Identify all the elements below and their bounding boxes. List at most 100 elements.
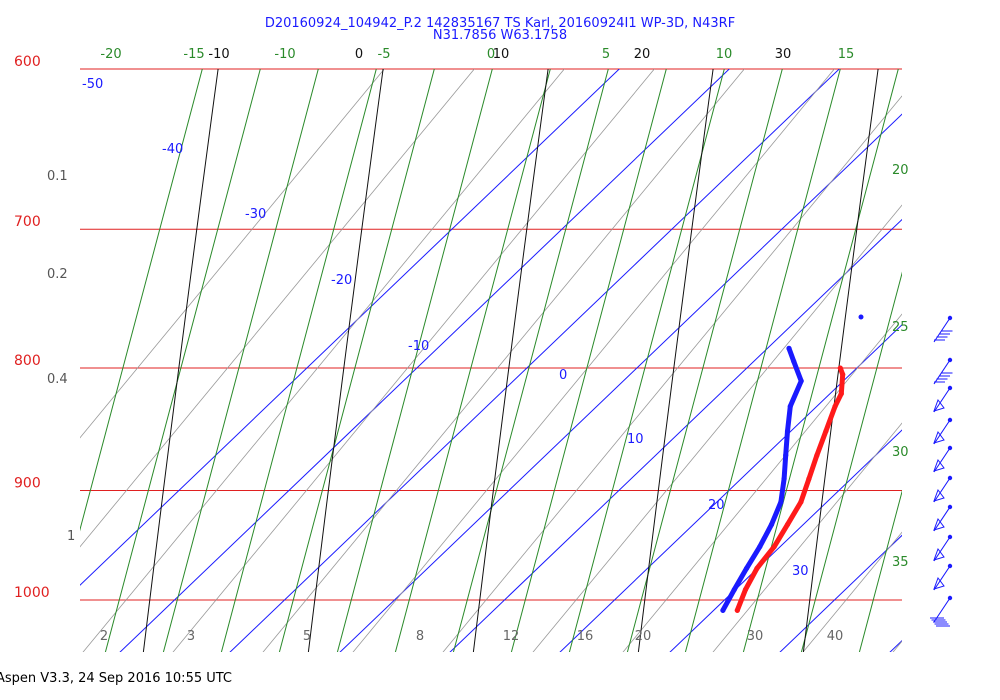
green-adiabat-line xyxy=(510,69,667,652)
dewpoint-point xyxy=(798,378,804,384)
green-adiabat-line xyxy=(162,69,319,652)
dewpoint-point xyxy=(743,565,750,571)
wind-barb-dot xyxy=(947,417,953,423)
dewpoint-point xyxy=(720,607,726,613)
mixing-ratio-line xyxy=(532,204,902,652)
green-adiabat-line xyxy=(800,271,902,652)
mixing-ratio-label-3: 1 xyxy=(67,529,75,544)
dewpoint-point xyxy=(768,521,775,528)
mixing-ratio-label-0: 0.1 xyxy=(47,169,68,184)
right-green-label-0: 20 xyxy=(892,163,909,178)
isotherm-label-8: 30 xyxy=(792,564,809,579)
mixing-ratio-line xyxy=(442,95,902,652)
bottom-label-3: 8 xyxy=(416,629,424,644)
black-curve-line xyxy=(472,69,549,652)
temperature-point xyxy=(814,452,820,458)
isotherm-line xyxy=(950,30,1000,700)
wind-barb-staff xyxy=(933,536,951,562)
wind-barb-staff xyxy=(933,477,951,503)
black-curve-line xyxy=(802,69,879,652)
isotherm-label-0: -50 xyxy=(82,77,103,92)
dewpoint-point xyxy=(783,452,789,458)
mixing-ratio-line xyxy=(712,422,902,652)
dewpoint-point xyxy=(784,428,791,434)
mixing-ratio-line xyxy=(352,69,835,652)
isotherm-label-1: -40 xyxy=(162,142,183,157)
isotherm-label-6: 10 xyxy=(627,432,644,447)
temperature-point xyxy=(838,391,844,397)
top-green-label-1: -15 xyxy=(183,47,204,62)
right-green-label-2: 30 xyxy=(892,445,909,460)
wind-barb-dot xyxy=(947,504,953,510)
top-black-label-2: 10 xyxy=(493,47,510,62)
isotherm-label-4: -10 xyxy=(408,339,429,354)
temperature-point xyxy=(832,403,838,409)
wind-barb-staff xyxy=(933,447,951,473)
mixing-ratio-label-1: 0.2 xyxy=(47,267,68,282)
top-black-label-0: -10 xyxy=(208,47,229,62)
temperature-point xyxy=(754,565,760,571)
wind-barb-dot xyxy=(947,563,953,569)
top-black-label-1: 0 xyxy=(355,47,363,62)
wind-barb-staff xyxy=(933,317,951,343)
isotherm-label-5: 0 xyxy=(559,368,567,383)
bottom-label-5: 16 xyxy=(577,629,594,644)
dewpoint-point xyxy=(787,403,793,409)
wind-barb-dot xyxy=(947,385,953,391)
temperature-point xyxy=(798,499,804,505)
wind-barb-pennant xyxy=(933,430,945,444)
isotherm-label-3: -20 xyxy=(331,273,352,288)
mixing-ratio-line xyxy=(172,69,655,652)
bottom-label-2: 5 xyxy=(303,629,311,644)
top-green-label-6: 10 xyxy=(716,47,733,62)
wind-barb-dot xyxy=(947,595,953,601)
wind-barb-dot xyxy=(947,315,953,321)
wind-barb-staff xyxy=(933,359,951,385)
wind-barb-staff xyxy=(933,506,951,532)
isotherm-label-2: -30 xyxy=(245,207,266,222)
wind-barb-pennant xyxy=(933,547,945,561)
skewed-grid-lines xyxy=(80,30,1000,700)
wind-barb-staff xyxy=(933,419,951,445)
top-green-label-7: 15 xyxy=(838,47,855,62)
dewpoint-point xyxy=(731,586,737,593)
isotherm-label-7: 20 xyxy=(708,498,725,513)
right-green-label-3: 35 xyxy=(892,555,909,570)
temperature-point xyxy=(840,371,846,378)
isotherm-line xyxy=(119,69,730,652)
wind-barb-staff xyxy=(933,565,951,591)
dewpoint-point xyxy=(791,358,797,365)
green-adiabat-line xyxy=(220,69,377,652)
chart-footer: Aspen V3.3, 24 Sep 2016 10:55 UTC xyxy=(0,671,232,686)
isotherm-line xyxy=(80,69,620,586)
wind-barb-pennant xyxy=(933,488,945,502)
wind-barb-dot xyxy=(947,445,953,451)
top-green-label-3: -5 xyxy=(378,47,391,62)
mixing-ratio-line xyxy=(960,50,1000,680)
green-adiabat-line xyxy=(858,489,902,652)
top-green-label-0: -20 xyxy=(100,47,121,62)
pressure-label-800: 800 xyxy=(14,353,41,369)
green-adiabat-line xyxy=(394,69,551,652)
temperature-point xyxy=(837,365,843,371)
black-curve-line xyxy=(637,69,714,652)
green-adiabat-line xyxy=(568,69,725,652)
temperature-point xyxy=(806,476,812,482)
wind-barb-dot xyxy=(947,475,953,481)
wind-barb-pennant xyxy=(933,576,945,590)
pressure-label-700: 700 xyxy=(14,214,41,230)
black-curve-line xyxy=(142,69,219,652)
bottom-label-6: 20 xyxy=(635,629,652,644)
right-green-label-1: 25 xyxy=(892,320,909,335)
green-adiabat-line xyxy=(742,69,899,652)
wind-barb-pennant xyxy=(933,458,945,472)
isotherm-line xyxy=(449,218,902,652)
dewpoint-point xyxy=(778,499,784,505)
wind-barb-pennant xyxy=(933,517,945,531)
mixing-ratio-label-2: 0.4 xyxy=(47,372,68,387)
green-adiabat-line xyxy=(452,69,609,652)
top-green-label-4: 0 xyxy=(487,47,495,62)
mixing-ratio-line xyxy=(802,531,902,652)
